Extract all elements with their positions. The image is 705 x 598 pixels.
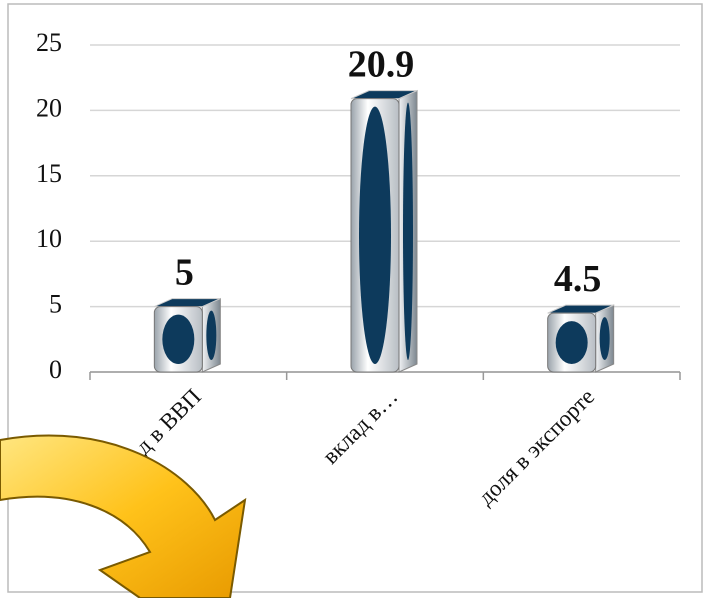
bar-side-emblem [206,310,217,360]
bar-side-emblem [599,317,610,360]
value-label: 4.5 [554,258,602,300]
frame [7,3,703,593]
arrow-decoration [0,434,247,598]
y-tick-label: 5 [49,290,62,319]
bar-side-emblem [403,102,413,360]
x-tick-label: д в ВВП [131,384,206,459]
bar-emblem [555,321,588,364]
y-tick-label: 25 [36,28,62,57]
x-tick-label: доля в экспорте [473,384,599,510]
y-tick-label: 15 [36,159,62,188]
y-tick-label: 10 [36,224,62,253]
x-tick-label: вклад в… [318,384,403,469]
bar-emblem [359,106,391,364]
value-label: 5 [175,252,194,294]
y-tick-label: 20 [36,93,62,122]
plot-area: 0 5 10 15 20 25 д в ВВП 5 вклад в… 20.9 доля в экс… [36,28,681,510]
bar-emblem [162,314,195,364]
value-label: 20.9 [348,44,415,86]
y-tick-label: 0 [49,355,62,384]
